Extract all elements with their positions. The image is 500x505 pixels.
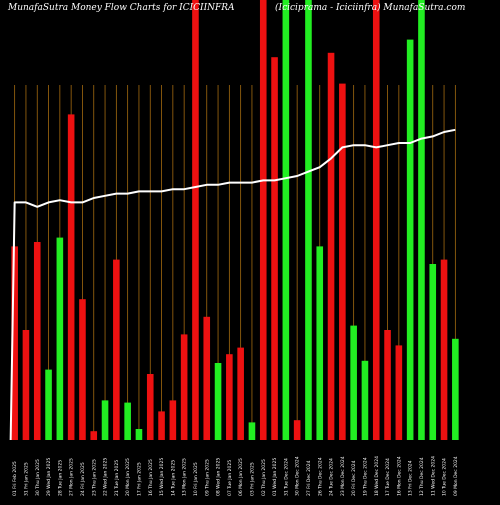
date-label: 01 Wed Jan 2025 [272,458,278,496]
date-label: 20 Mon Jan 2025 [125,458,131,496]
money-flow-bar-down [372,0,380,440]
money-flow-bar-up [214,363,222,440]
money-flow-bar-down [293,420,301,440]
date-label: 12 Thu Dec 2024 [419,457,425,496]
money-flow-bar-down [22,330,30,440]
money-flow-bar-up [56,237,64,440]
money-flow-bar-down [192,0,199,440]
money-flow-bar-down [146,374,154,440]
date-label: 22 Wed Jan 2025 [103,458,109,496]
date-label: 23 Thu Jan 2025 [91,459,97,496]
date-label: 02 Thu Jan 2025 [261,459,267,496]
date-label: 31 Tue Dec 2024 [283,458,289,496]
money-flow-bar-down [158,411,165,440]
money-flow-bar-down [440,259,448,440]
money-flow-bar-up [418,0,425,440]
money-flow-bars [11,0,459,441]
date-label: 06 Mon Jan 2025 [238,458,244,496]
date-label: 09 Mon Dec 2024 [453,456,459,496]
money-flow-bar-up [361,360,369,440]
date-label: 26 Thu Dec 2024 [317,457,323,496]
money-flow-bar-up [45,369,52,440]
money-flow-bar-up [248,422,256,440]
money-flow-bar-down [67,114,75,441]
money-flow-bar-up [282,0,290,440]
date-label: 16 Mon Dec 2024 [396,456,402,496]
date-label: 07 Tue Jan 2025 [227,460,233,496]
money-flow-bar-down [33,242,41,440]
money-flow-bar-up [350,325,357,440]
date-label: 01 Fri Feb 2025 [12,461,18,496]
date-label: 11 Wed Dec 2024 [430,456,436,496]
date-label: 18 Wed Dec 2024 [374,456,380,496]
date-label: 14 Tue Jan 2025 [170,460,176,496]
money-flow-bar-up [429,264,437,440]
date-label: 20 Fri Dec 2024 [351,460,357,496]
date-label: 10 Tue Dec 2024 [442,458,448,496]
chart-title-right: (Iciciprama - Iciciinfra) MunafaSutra.co… [275,2,465,13]
date-label: 28 Tue Jan 2025 [57,460,63,496]
date-label: 27 Fri Dec 2024 [306,460,312,496]
money-flow-bar-up [452,338,459,440]
money-flow-bar-down [113,259,120,440]
money-flow-bar-down [11,246,18,440]
money-flow-bar-up [305,0,312,440]
date-label: 24 Tue Dec 2024 [329,458,335,496]
date-label: 31 Fri Jan 2025 [23,462,29,496]
date-label: 19 Thu Dec 2024 [362,457,368,496]
money-flow-bar-down [180,334,188,440]
money-flow-bar-down [226,354,233,440]
date-label: 16 Thu Jan 2025 [148,459,154,496]
date-label: 15 Wed Jan 2025 [159,458,165,496]
money-flow-bar-down [327,52,335,441]
money-flow-bar-down [395,345,403,440]
date-label: 30 Mon Dec 2024 [295,456,301,496]
date-label: 27 Mon Jan 2025 [69,458,75,496]
money-flow-bar-down [259,0,267,440]
date-label: 29 Wed Jan 2025 [46,458,52,496]
price-line-layer [9,128,456,441]
date-label: 03 Fri Jan 2025 [249,462,255,496]
money-flow-bar-down [384,330,391,440]
date-label: 17 Tue Dec 2024 [385,458,391,496]
money-flow-bar-up [135,429,143,440]
money-flow-bar-up [101,400,109,440]
money-flow-bar-up [406,39,414,440]
date-label: 10 Fri Jan 2025 [193,462,199,496]
date-label: 24 Fri Jan 2025 [80,462,86,496]
money-flow-bar-down [169,400,177,440]
date-label: 08 Wed Jan 2025 [216,458,222,496]
price-line [9,128,456,441]
date-label: 09 Thu Jan 2025 [204,459,210,496]
money-flow-bar-up [316,246,324,440]
date-label: 30 Thu Jan 2025 [35,459,41,496]
money-flow-bar-down [90,431,98,440]
money-flow-bar-up [124,402,131,440]
date-label: 17 Fri Jan 2025 [136,462,142,496]
date-labels: 01 Fri Feb 2025 31 Fri Jan 2025 30 Thu Jan… [12,456,459,496]
date-label: 13 Mon Jan 2025 [182,458,188,496]
date-label: 13 Fri Dec 2024 [408,460,414,496]
money-flow-bar-down [237,347,244,440]
money-flow-bar-down [271,57,278,440]
money-flow-bar-down [203,316,211,440]
date-label: 21 Tue Jan 2025 [114,460,120,496]
date-label: 23 Mon Dec 2024 [340,456,346,496]
money-flow-bar-down [339,83,346,440]
money-flow-bar-down [79,299,86,440]
chart-title-left: MunafaSutra Money Flow Charts for ICICII… [7,3,235,13]
